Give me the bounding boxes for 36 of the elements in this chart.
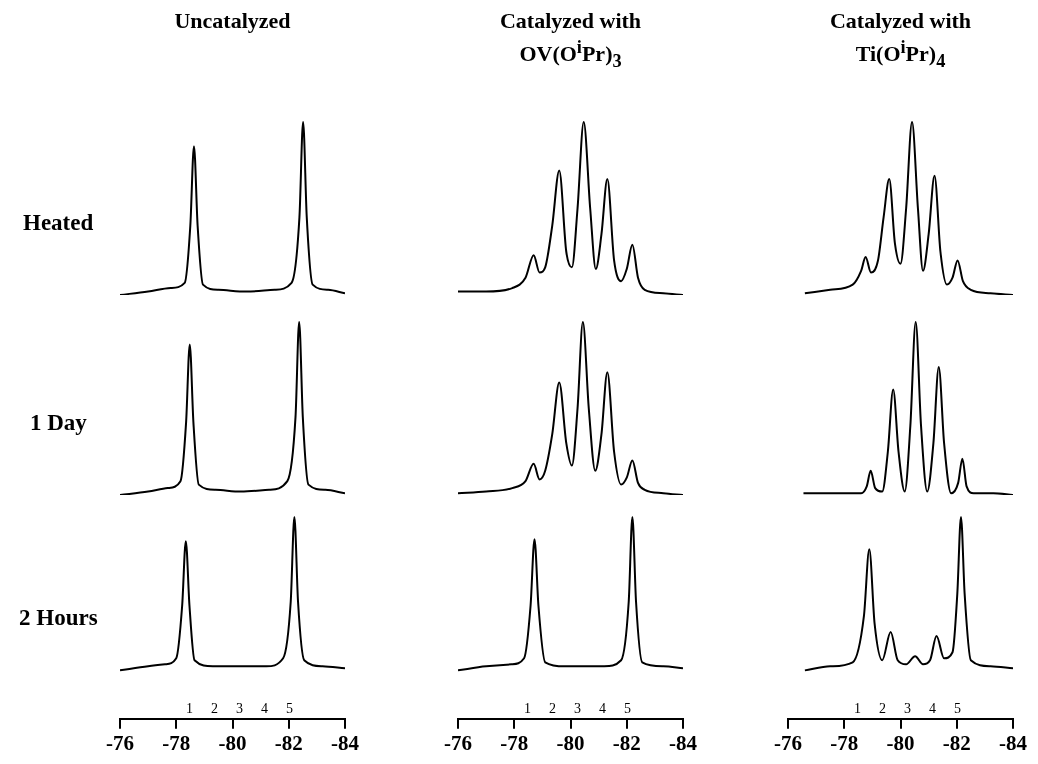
x-tick-label: -84 <box>669 730 698 755</box>
x-tick-label: -76 <box>106 730 134 755</box>
x-tick-label: -80 <box>886 730 915 755</box>
x-tick-label: -76 <box>774 730 802 755</box>
annotation: 3 <box>574 701 581 717</box>
annotation: 4 <box>599 701 606 717</box>
annotation: 5 <box>954 701 961 717</box>
annotation: 4 <box>929 701 936 717</box>
annotation: 5 <box>624 701 631 717</box>
annotation: 4 <box>261 701 268 717</box>
x-tick-label: -82 <box>274 730 303 755</box>
chart-title: Catalyzed with Ti(O$^{i}$Pr)$_{4}$ <box>828 8 973 73</box>
chart-title: Uncatalyzed <box>173 8 292 34</box>
x-tick-label: -84 <box>999 730 1028 755</box>
x-tick-label: -82 <box>942 730 971 755</box>
annotation: 3 <box>236 701 243 717</box>
y-axis-title: 2 Hours <box>19 605 98 631</box>
annotation: 1 <box>524 701 531 717</box>
x-tick-label: -82 <box>612 730 641 755</box>
annotation: 1 <box>854 701 861 717</box>
y-axis-title: Heated <box>23 210 94 236</box>
x-tick-label: -78 <box>830 730 859 755</box>
x-tick-label: -80 <box>218 730 247 755</box>
x-tick-label: -78 <box>500 730 529 755</box>
annotation: 3 <box>904 701 911 717</box>
x-tick-label: -76 <box>444 730 472 755</box>
annotation: 2 <box>211 701 218 717</box>
x-tick-label: -78 <box>162 730 191 755</box>
chart-title: Catalyzed with OV(O$^{i}$Pr)$_{3}$ <box>498 8 643 73</box>
annotation: 5 <box>286 701 293 717</box>
annotation: 2 <box>549 701 556 717</box>
x-tick-label: -80 <box>556 730 585 755</box>
x-tick-label: -84 <box>331 730 360 755</box>
annotation: 1 <box>186 701 193 717</box>
annotation: 2 <box>879 701 886 717</box>
y-axis-title: 1 Day <box>30 410 87 436</box>
